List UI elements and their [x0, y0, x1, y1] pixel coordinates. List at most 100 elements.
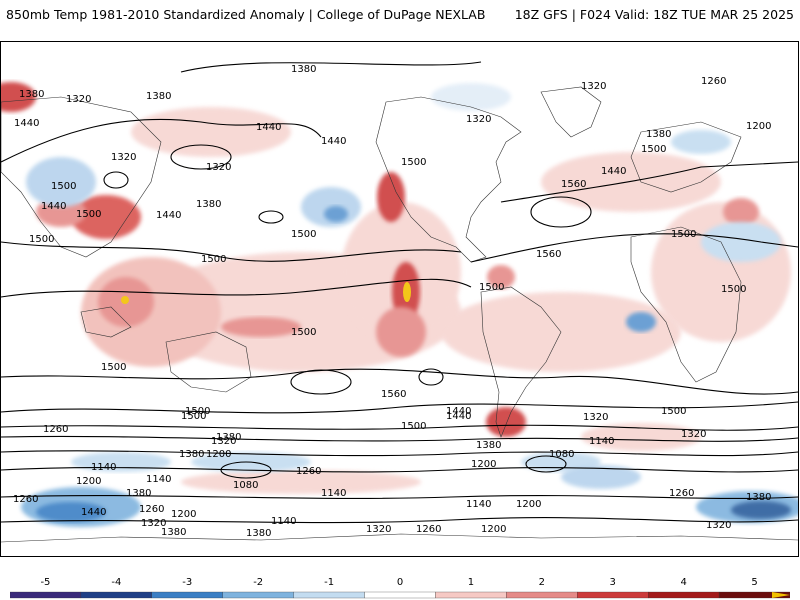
colorbar-bin [577, 591, 649, 599]
colorbar-bin [222, 591, 294, 599]
contour-label: 1200 [206, 449, 231, 460]
contour-label: 1500 [201, 254, 226, 265]
contour-label: 1080 [233, 480, 258, 491]
contour-label: 1560 [381, 389, 406, 400]
contour-label: 1500 [661, 406, 686, 417]
colorbar-bin [435, 591, 507, 599]
contour-label: 1380 [126, 488, 151, 499]
colorbar-tick-label: 3 [610, 577, 616, 588]
contour-label: 1260 [416, 524, 441, 535]
contour-label: 1200 [481, 524, 506, 535]
contour-label: 1140 [321, 488, 346, 499]
contour-label: 1320 [111, 152, 136, 163]
colorbar-bin [10, 591, 82, 599]
contour-label: 1500 [641, 144, 666, 155]
contour-label: 1500 [185, 406, 210, 417]
colorbar-bin [364, 591, 436, 599]
colorbar-tick-label: -3 [182, 577, 192, 588]
contour-label: 1380 [291, 64, 316, 75]
colorbar-tick-label: -2 [253, 577, 263, 588]
contour-label: 1260 [669, 488, 694, 499]
run-info: 18Z GFS | F024 Valid: 18Z TUE MAR 25 202… [514, 7, 794, 22]
contour-label: 1080 [549, 449, 574, 460]
contour-label: 1320 [466, 114, 491, 125]
contour-label: 1500 [671, 229, 696, 240]
contour-label: 1200 [471, 459, 496, 470]
contour-label: 1140 [271, 516, 296, 527]
colorbar-cap [772, 592, 790, 598]
contour-label: 1140 [91, 462, 116, 473]
contour-label: 1380 [746, 492, 771, 503]
colorbar-tick-label: 1 [468, 577, 474, 588]
contour-label: 1500 [51, 181, 76, 192]
contour-label: 1200 [516, 499, 541, 510]
contour-label: 1140 [466, 499, 491, 510]
contour-label: 1320 [706, 520, 731, 531]
contour-label: 1200 [76, 476, 101, 487]
contour-label: 1200 [171, 509, 196, 520]
colorbar-ticks: -5 -4 -3 -2 -1 0 1 2 3 4 5 [40, 577, 757, 588]
contour-label: 1560 [561, 179, 586, 190]
global-anomaly-map: 1380 1320 1260 1200 1500 1440 1380 1320 … [0, 41, 799, 557]
contour-label: 1440 [256, 122, 281, 133]
contour-label: 1200 [746, 121, 771, 132]
contour-label: 1320 [581, 81, 606, 92]
colorbar-bin [151, 591, 223, 599]
map-canvas: 1380 1320 1260 1200 1500 1440 1380 1320 … [1, 42, 798, 556]
contour-label: 1260 [13, 494, 38, 505]
contour-label: 1320 [681, 429, 706, 440]
colorbar-bin [293, 591, 365, 599]
colorbar-svg: -5 -4 -3 -2 -1 0 1 2 3 4 5 [10, 577, 790, 599]
contour-label: 1380 [646, 129, 671, 140]
colorbar-bin [80, 591, 152, 599]
contour-label: 1440 [81, 507, 106, 518]
contour-label: 1440 [156, 210, 181, 221]
contour-label: 1440 [321, 136, 346, 147]
contour-label: 1260 [139, 504, 164, 515]
colorbar-tick-label: 0 [397, 577, 403, 588]
colorbar-tick-label: -1 [324, 577, 334, 588]
map-title: 850mb Temp 1981-2010 Standardized Anomal… [6, 7, 486, 22]
colorbar-bin [648, 591, 720, 599]
contour-label: 1500 [29, 234, 54, 245]
contour-label: 1440 [446, 406, 471, 417]
contour-label: 1260 [43, 424, 68, 435]
contour-label: 1440 [14, 118, 39, 129]
colorbar: -5 -4 -3 -2 -1 0 1 2 3 4 5 [10, 570, 790, 600]
contour-label: 1380 [246, 528, 271, 539]
contour-label: 1380 [161, 527, 186, 538]
contour-label: 1440 [41, 201, 66, 212]
contour-label: 1440 [446, 411, 471, 422]
contour-label: 1320 [66, 94, 91, 105]
contour-label: 1500 [401, 421, 426, 432]
contour-label: 1380 [476, 440, 501, 451]
contour-label: 1380 [216, 432, 241, 443]
contour-label: 1320 [141, 518, 166, 529]
colorbar-tick-label: -4 [111, 577, 121, 588]
contour-label: 1380 [146, 91, 171, 102]
colorbar-tick-label: -5 [40, 577, 50, 588]
contour-label: 1500 [101, 362, 126, 373]
colorbar-tick-label: 4 [680, 577, 686, 588]
contour-labels: 1380 1320 1260 1200 1500 1440 1380 1320 … [13, 64, 771, 539]
contour-label: 1500 [479, 282, 504, 293]
contour-label: 1500 [291, 327, 316, 338]
contour-label: 1320 [583, 412, 608, 423]
coastlines [1, 86, 798, 543]
contour-label: 1320 [211, 436, 236, 447]
contour-label: 1500 [181, 411, 206, 422]
colorbar-bins [10, 591, 790, 599]
contour-label: 1320 [366, 524, 391, 535]
contour-label: 1260 [701, 76, 726, 87]
map-header: 850mb Temp 1981-2010 Standardized Anomal… [0, 0, 800, 30]
contour-label: 1140 [589, 436, 614, 447]
contour-label: 1560 [536, 249, 561, 260]
contour-label: 1260 [296, 466, 321, 477]
colorbar-tick-label: 5 [751, 577, 757, 588]
contour-label: 1500 [721, 284, 746, 295]
colorbar-tick-label: 2 [539, 577, 545, 588]
contour-label: 1380 [19, 89, 44, 100]
contour-label: 1140 [146, 474, 171, 485]
contour-label: 1380 [179, 449, 204, 460]
contour-label: 1380 [196, 199, 221, 210]
